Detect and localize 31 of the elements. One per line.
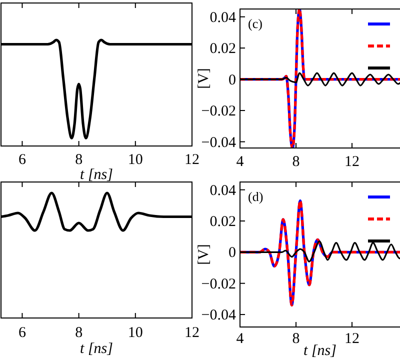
y-tick-label: −0.02 xyxy=(201,104,236,120)
x-tick-label: 8 xyxy=(75,325,83,341)
x-tick-label: 4 xyxy=(236,154,244,170)
y-tick-label: 0.04 xyxy=(210,182,236,199)
y-tick-label: 0.04 xyxy=(210,10,236,26)
y-tick-label: 0.02 xyxy=(210,41,236,58)
x-tick-label: 12 xyxy=(184,152,200,168)
annotation: (c) xyxy=(248,16,262,31)
x-tick-label: 12 xyxy=(344,331,360,347)
y-tick-label: −0.04 xyxy=(201,308,236,324)
x-tick-label: 10 xyxy=(128,325,143,341)
x-axis-title: t [ns] xyxy=(80,341,114,357)
y-axis-title: [V] xyxy=(196,68,212,89)
y-tick-label: −0.04 xyxy=(201,134,236,151)
x-tick-label: 8 xyxy=(292,154,300,170)
y-tick-label: 0 xyxy=(228,245,236,262)
y-tick-label: −0.02 xyxy=(201,276,236,292)
y-axis-title: [V] xyxy=(196,244,212,265)
x-tick-label: 12 xyxy=(344,154,360,170)
x-tick-label: 10 xyxy=(128,152,143,168)
y-tick-label: 0 xyxy=(228,72,236,88)
x-tick-label: 12 xyxy=(184,325,200,341)
x-tick-label: 6 xyxy=(18,325,26,341)
x-tick-label: 8 xyxy=(75,152,83,168)
x-axis-title: t [ns] xyxy=(304,343,337,359)
y-tick-label: 0.02 xyxy=(210,214,236,230)
annotation: (d) xyxy=(248,189,264,204)
x-tick-label: 8 xyxy=(292,331,300,347)
x-axis-title: t [ns] xyxy=(80,167,114,183)
x-tick-label: 4 xyxy=(236,331,244,347)
x-tick-label: 6 xyxy=(18,152,26,168)
